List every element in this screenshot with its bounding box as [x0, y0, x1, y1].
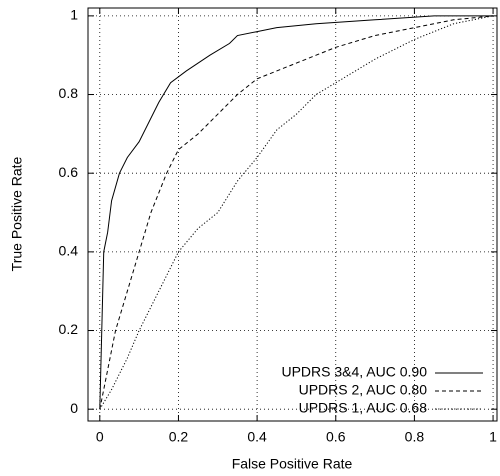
x-tick-label: 0.6: [326, 429, 346, 445]
legend-label: UPDRS 2, AUC 0.80: [299, 382, 428, 398]
x-tick-label: 0: [96, 429, 104, 445]
y-tick-label: 0.8: [59, 85, 79, 101]
y-tick-label: 0.4: [59, 243, 79, 259]
roc-line: [99, 15, 494, 410]
plot-frame: [87, 7, 498, 422]
x-tick-label: 0.2: [169, 429, 189, 445]
roc-line: [99, 15, 494, 410]
legend-label: UPDRS 1, AUC 0.68: [299, 400, 428, 416]
y-tick-label: 0.2: [59, 321, 79, 337]
y-tick-label: 0: [70, 400, 78, 416]
y-axis-label: True Positive Rate: [9, 156, 25, 271]
y-tick-label: 0.6: [59, 164, 79, 180]
roc-line: [99, 15, 494, 410]
x-tick-label: 1: [489, 429, 497, 445]
x-tick-label: 0.8: [405, 429, 425, 445]
y-tick-label: 1: [70, 7, 78, 23]
x-axis-label: False Positive Rate: [232, 456, 353, 472]
legend-label: UPDRS 3&4, AUC 0.90: [281, 364, 427, 380]
x-tick-label: 0.4: [247, 429, 267, 445]
